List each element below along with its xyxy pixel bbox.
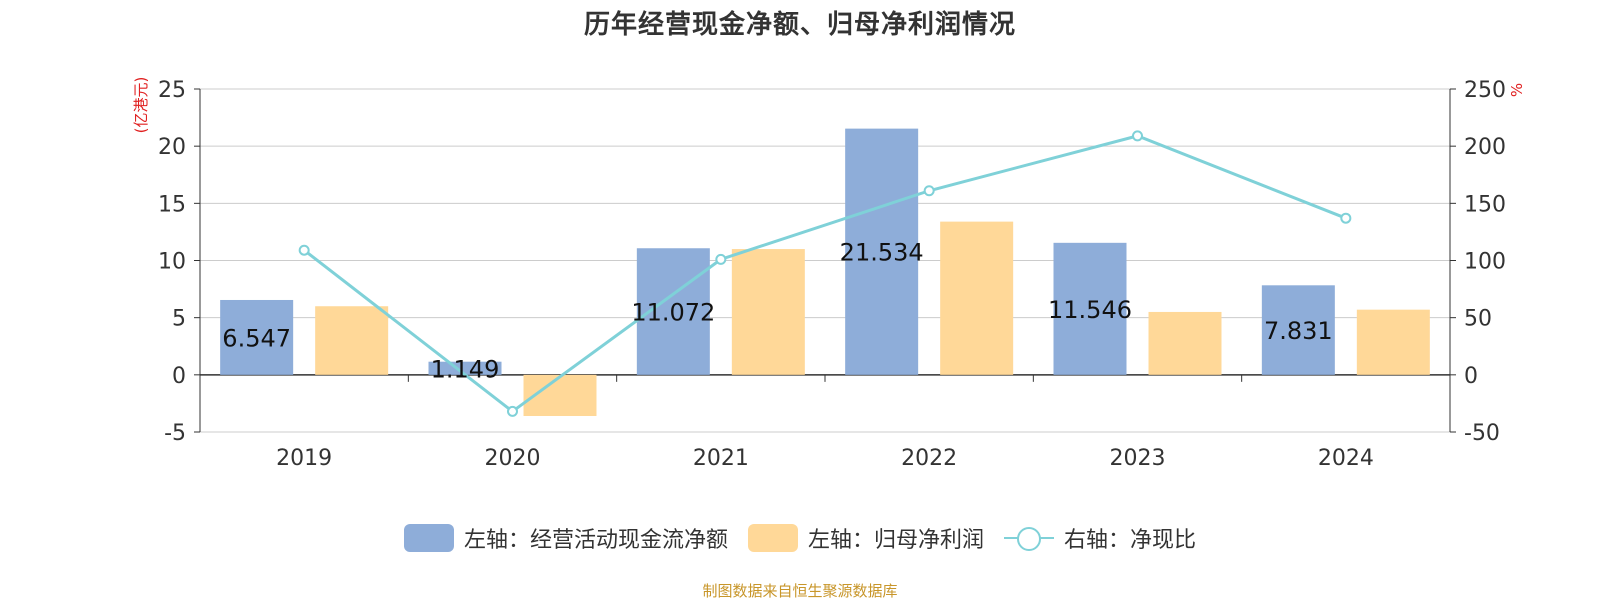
data-label-cash-flow: 1.149 xyxy=(431,355,500,383)
left-tick-label: 15 xyxy=(158,192,186,217)
legend-swatch-cash-flow xyxy=(403,524,454,552)
bar-cash-flow xyxy=(1261,285,1335,375)
line-point-cash-ratio xyxy=(715,253,727,265)
category-label: 2020 xyxy=(485,446,541,471)
left-tick-label: 0 xyxy=(172,364,186,389)
bar-cash-flow xyxy=(1053,242,1127,375)
category-label: 2021 xyxy=(693,446,749,471)
category-label: 2019 xyxy=(276,446,332,471)
category-label: 2023 xyxy=(1110,446,1166,471)
right-tick-label: -50 xyxy=(1464,421,1500,446)
bar-net-profit xyxy=(731,249,805,375)
bar-net-profit xyxy=(315,306,389,375)
data-label-cash-flow: 7.831 xyxy=(1264,317,1333,345)
line-point-cash-ratio xyxy=(1132,130,1143,142)
data-label-cash-flow: 11.546 xyxy=(1048,296,1132,324)
bar-cash-flow xyxy=(220,299,294,375)
line-point-cash-ratio xyxy=(507,405,518,417)
left-tick-label: -5 xyxy=(164,421,186,446)
legend: 左轴：经营活动现金流净额 左轴：归母净利润 右轴：净现比 xyxy=(0,522,1600,554)
line-point-cash-ratio xyxy=(923,185,935,197)
category-label: 2024 xyxy=(1318,446,1374,471)
left-tick-label: 10 xyxy=(158,250,186,275)
bar-net-profit xyxy=(1148,311,1222,375)
line-point-cash-ratio xyxy=(1340,212,1352,224)
bar-net-profit xyxy=(1356,309,1430,375)
right-tick-label: 50 xyxy=(1464,307,1492,332)
left-axis-unit-label: (亿港元) xyxy=(132,77,150,134)
right-tick-label: 100 xyxy=(1464,250,1506,275)
source-note: 制图数据来自恒生聚源数据库 xyxy=(702,582,898,600)
line-cash-ratio xyxy=(303,134,1347,414)
bar-net-profit xyxy=(940,221,1014,375)
legend-item-net-profit[interactable]: 左轴：归母净利润 xyxy=(747,522,984,554)
data-label-cash-flow: 11.072 xyxy=(631,299,715,327)
right-tick-label: 150 xyxy=(1464,192,1506,217)
legend-swatch-net-profit xyxy=(747,524,798,552)
category-label: 2022 xyxy=(901,446,957,471)
right-tick-label: 0 xyxy=(1464,364,1478,389)
legend-swatch-cash-ratio xyxy=(1004,524,1054,552)
data-label-cash-flow: 6.547 xyxy=(222,324,291,352)
legend-label-net-profit: 左轴：归母净利润 xyxy=(807,528,984,553)
bar-cash-flow xyxy=(845,128,919,375)
right-axis-unit-label: % xyxy=(1508,83,1526,97)
data-label-cash-flow: 21.534 xyxy=(840,239,924,267)
left-tick-label: 5 xyxy=(172,307,186,332)
line-point-cash-ratio xyxy=(298,244,310,256)
right-tick-label: 250 xyxy=(1464,78,1506,103)
right-tick-label: 200 xyxy=(1464,135,1506,160)
left-tick-label: 25 xyxy=(158,78,186,103)
legend-item-cash-flow[interactable]: 左轴：经营活动现金流净额 xyxy=(403,522,728,554)
chart-title: 历年经营现金净额、归母净利润情况 xyxy=(583,10,1016,40)
bar-cash-flow xyxy=(428,361,502,375)
left-tick-label: 20 xyxy=(158,135,186,160)
legend-label-cash-ratio: 右轴：净现比 xyxy=(1064,528,1197,553)
legend-label-cash-flow: 左轴：经营活动现金流净额 xyxy=(463,528,728,553)
legend-item-cash-ratio[interactable]: 右轴：净现比 xyxy=(1004,522,1196,554)
